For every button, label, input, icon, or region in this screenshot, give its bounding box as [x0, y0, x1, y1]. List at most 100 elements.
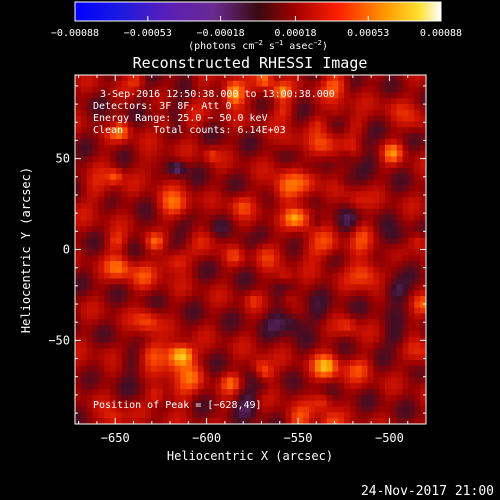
- heatmap-cell: [256, 336, 263, 343]
- heatmap-cell: [121, 255, 129, 262]
- heatmap-cell: [309, 284, 316, 291]
- heatmap-cell: [139, 255, 146, 262]
- heatmap-cell: [238, 371, 246, 378]
- heatmap-cell: [314, 243, 322, 250]
- heatmap-cell: [385, 226, 392, 233]
- heatmap-cell: [110, 162, 117, 169]
- heatmap-cell: [232, 115, 240, 122]
- heatmap-cell: [104, 412, 111, 419]
- heatmap-cell: [408, 156, 415, 163]
- heatmap-cell: [390, 133, 398, 140]
- heatmap-cell: [355, 261, 363, 268]
- heatmap-cell: [156, 307, 164, 314]
- heatmap-cell: [338, 185, 345, 192]
- heatmap-cell: [139, 98, 146, 105]
- heatmap-cell: [250, 75, 257, 82]
- heatmap-cell: [86, 80, 93, 88]
- heatmap-cell: [291, 400, 298, 407]
- heatmap-cell: [186, 325, 193, 332]
- heatmap-cell: [209, 255, 216, 262]
- heatmap-cell: [256, 307, 263, 314]
- heatmap-cell: [385, 220, 392, 227]
- heatmap-cell: [256, 144, 263, 152]
- heatmap-cell: [303, 301, 310, 309]
- heatmap-cell: [396, 290, 403, 297]
- heatmap-cell: [256, 173, 263, 181]
- heatmap-cell: [227, 80, 234, 88]
- heatmap-cell: [104, 162, 111, 169]
- heatmap-cell: [320, 226, 327, 233]
- heatmap-cell: [162, 104, 169, 111]
- heatmap-cell: [174, 150, 181, 157]
- heatmap-cell: [244, 144, 251, 152]
- heatmap-cell: [244, 394, 251, 402]
- heatmap-cell: [121, 208, 129, 215]
- heatmap-cell: [244, 400, 251, 407]
- heatmap-cell: [192, 377, 199, 384]
- heatmap-cell: [338, 383, 345, 390]
- heatmap-cell: [75, 377, 82, 384]
- heatmap-cell: [256, 80, 263, 88]
- heatmap-cell: [174, 138, 181, 146]
- heatmap-cell: [98, 348, 105, 355]
- heatmap-cell: [221, 202, 228, 210]
- heatmap-cell: [98, 330, 105, 338]
- heatmap-cell: [127, 389, 134, 396]
- heatmap-cell: [104, 255, 111, 262]
- heatmap-cell: [385, 104, 392, 111]
- heatmap-cell: [332, 272, 339, 279]
- heatmap-cell: [396, 348, 403, 355]
- heatmap-cell: [192, 98, 199, 105]
- heatmap-cell: [379, 330, 386, 338]
- heatmap-cell: [285, 272, 292, 279]
- heatmap-cell: [115, 313, 123, 320]
- heatmap-cell: [98, 197, 105, 204]
- heatmap-cell: [379, 133, 386, 140]
- heatmap-cell: [361, 371, 368, 378]
- heatmap-cell: [367, 261, 374, 268]
- heatmap-cell: [209, 272, 216, 279]
- heatmap-cell: [127, 156, 134, 163]
- heatmap-cell: [86, 226, 93, 233]
- heatmap-cell: [227, 173, 234, 181]
- heatmap-cell: [168, 400, 175, 407]
- heatmap-cell: [186, 191, 193, 198]
- heatmap-cell: [115, 278, 123, 285]
- heatmap-cell: [197, 133, 205, 140]
- heatmap-cell: [127, 226, 134, 233]
- heatmap-cell: [192, 237, 199, 245]
- heatmap-cell: [344, 150, 351, 157]
- heatmap-cell: [414, 342, 421, 349]
- heatmap-cell: [320, 389, 327, 396]
- heatmap-cell: [151, 92, 158, 99]
- heatmap-cell: [151, 162, 158, 169]
- heatmap-cell: [80, 232, 88, 239]
- heatmap-cell: [156, 191, 164, 198]
- heatmap-cell: [402, 377, 409, 384]
- heatmap-cell: [192, 255, 199, 262]
- heatmap-cell: [326, 249, 333, 256]
- heatmap-cell: [349, 261, 357, 268]
- heatmap-cell: [326, 86, 333, 93]
- heatmap-cell: [408, 389, 415, 396]
- heatmap-cell: [215, 109, 222, 117]
- heatmap-cell: [332, 162, 339, 169]
- heatmap-cell: [355, 115, 363, 122]
- heatmap-cell: [209, 138, 216, 146]
- heatmap-cell: [156, 173, 164, 181]
- heatmap-cell: [139, 138, 146, 146]
- heatmap-cell: [256, 232, 263, 239]
- heatmap-cell: [197, 115, 205, 122]
- heatmap-cell: [250, 249, 257, 256]
- heatmap-cell: [285, 179, 292, 186]
- heatmap-cell: [227, 232, 234, 239]
- heatmap-cell: [314, 173, 322, 181]
- heatmap-cell: [192, 202, 199, 210]
- heatmap-cell: [133, 98, 140, 105]
- heatmap-cell: [268, 86, 275, 93]
- heatmap-cell: [361, 115, 368, 122]
- heatmap-cell: [390, 325, 398, 332]
- heatmap-cell: [232, 360, 240, 367]
- heatmap-cell: [390, 313, 398, 320]
- heatmap-cell: [250, 226, 257, 233]
